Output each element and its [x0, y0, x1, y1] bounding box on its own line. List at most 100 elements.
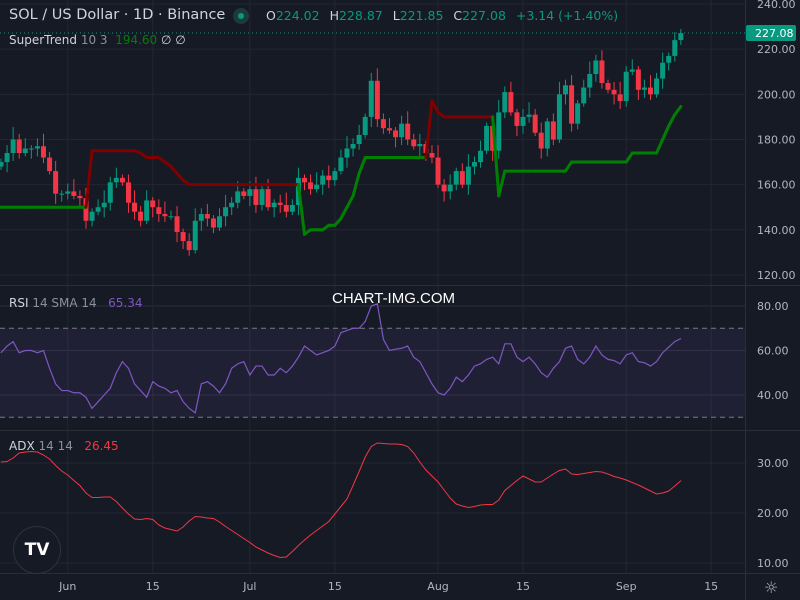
candle-body — [119, 177, 125, 183]
adx-point — [128, 513, 129, 515]
grid-lines — [0, 0, 745, 573]
rsi-point — [467, 374, 469, 376]
rsi-point — [383, 338, 384, 340]
rsi-point — [589, 356, 591, 358]
rsi-point — [6, 345, 8, 347]
candle-up — [144, 190, 150, 225]
rsi-point — [510, 343, 512, 345]
adx-point — [237, 534, 239, 535]
adx-point — [97, 497, 99, 498]
candle-body — [259, 189, 265, 205]
candle-up — [22, 138, 28, 157]
adx-point — [298, 545, 299, 546]
candle-body — [22, 148, 28, 154]
tradingview-logo-icon[interactable]: TV — [13, 526, 61, 574]
rsi-point — [431, 383, 433, 385]
high-value: 228.87 — [338, 8, 383, 23]
candle-body — [138, 211, 144, 221]
adx-point — [6, 461, 8, 462]
candle-down — [47, 151, 53, 175]
candle-up — [217, 208, 223, 231]
adx-point — [18, 452, 20, 454]
candle-body — [40, 146, 46, 158]
adx-point — [225, 526, 226, 527]
candle-body — [611, 89, 617, 95]
adx-point — [607, 473, 609, 475]
adx-line — [0, 442, 682, 559]
rsi-point — [249, 374, 251, 376]
rsi-point — [0, 352, 2, 354]
rsi-value: 65.34 — [108, 296, 143, 310]
adx-point — [595, 471, 597, 472]
candle-up — [271, 199, 277, 218]
rsi-point — [152, 381, 154, 383]
adx-point — [364, 456, 366, 458]
adx-point — [140, 519, 142, 520]
candle-body — [538, 132, 544, 149]
supertrend-up-segment — [357, 156, 367, 175]
candle-up — [314, 172, 320, 193]
rsi-point — [37, 352, 38, 354]
candle-body — [107, 182, 113, 203]
adx-point — [109, 496, 111, 498]
rsi-point — [395, 348, 396, 350]
candle-up — [556, 81, 562, 143]
adx-tick-label: 30.00 — [757, 457, 789, 470]
candle-body — [132, 202, 138, 212]
settings-sun-icon[interactable]: ☼ — [764, 578, 779, 597]
candle-down — [550, 113, 556, 146]
candle-body — [581, 87, 587, 104]
candle-up — [629, 59, 635, 76]
rsi-legend[interactable]: RSI 14 SMA 14 65.34 — [9, 296, 143, 310]
rsi-point — [61, 390, 63, 391]
adx-point — [662, 492, 664, 494]
change-value: +3.14 (+1.40%) — [515, 8, 619, 23]
adx-value: 26.45 — [84, 439, 119, 453]
candle-body — [654, 78, 660, 95]
rsi-point — [413, 356, 415, 358]
candle-up — [362, 113, 368, 139]
adx-point — [352, 485, 354, 486]
adx-point — [601, 471, 603, 473]
adx-point — [486, 504, 487, 505]
candle-up — [320, 169, 326, 195]
adx-point — [625, 479, 627, 481]
price-tick-label: 240.00 — [757, 0, 796, 11]
supertrend-legend[interactable]: SuperTrend 10 3 194.60 ∅ ∅ — [9, 33, 186, 47]
adx-point — [273, 555, 275, 556]
rsi-point — [346, 330, 348, 331]
candle-body — [520, 116, 526, 126]
rsi-point — [194, 412, 196, 414]
candle-up — [520, 108, 526, 134]
rsi-point — [522, 361, 524, 363]
candle-down — [132, 190, 138, 220]
candle-body — [441, 184, 447, 192]
adx-point — [571, 473, 572, 475]
rsi-point — [97, 401, 99, 403]
adx-point — [546, 477, 548, 479]
low-value: 221.85 — [399, 8, 444, 23]
rsi-point — [122, 361, 123, 363]
candle-down — [241, 188, 247, 200]
rsi-point — [601, 354, 603, 356]
symbol-title[interactable]: SOL / US Dollar · 1D · Binance — [9, 7, 226, 23]
rsi-point — [243, 361, 245, 363]
adx-point — [504, 490, 506, 491]
adx-point — [395, 443, 396, 445]
adx-point — [637, 484, 639, 486]
candle-down — [411, 133, 417, 150]
adx-point — [516, 480, 518, 481]
rsi-point — [631, 352, 633, 354]
rsi-point — [364, 321, 366, 322]
time-tick-label: 15 — [516, 580, 530, 593]
price-tick-label: 160.00 — [757, 179, 796, 192]
rsi-point — [213, 385, 214, 387]
rsi-point — [67, 390, 69, 391]
candle-body — [593, 60, 599, 74]
candle-body — [678, 33, 684, 41]
candle-down — [40, 133, 46, 164]
rsi-point — [656, 361, 657, 363]
rsi-point — [352, 327, 354, 329]
adx-legend[interactable]: ADX 14 14 26.45 — [9, 439, 119, 453]
